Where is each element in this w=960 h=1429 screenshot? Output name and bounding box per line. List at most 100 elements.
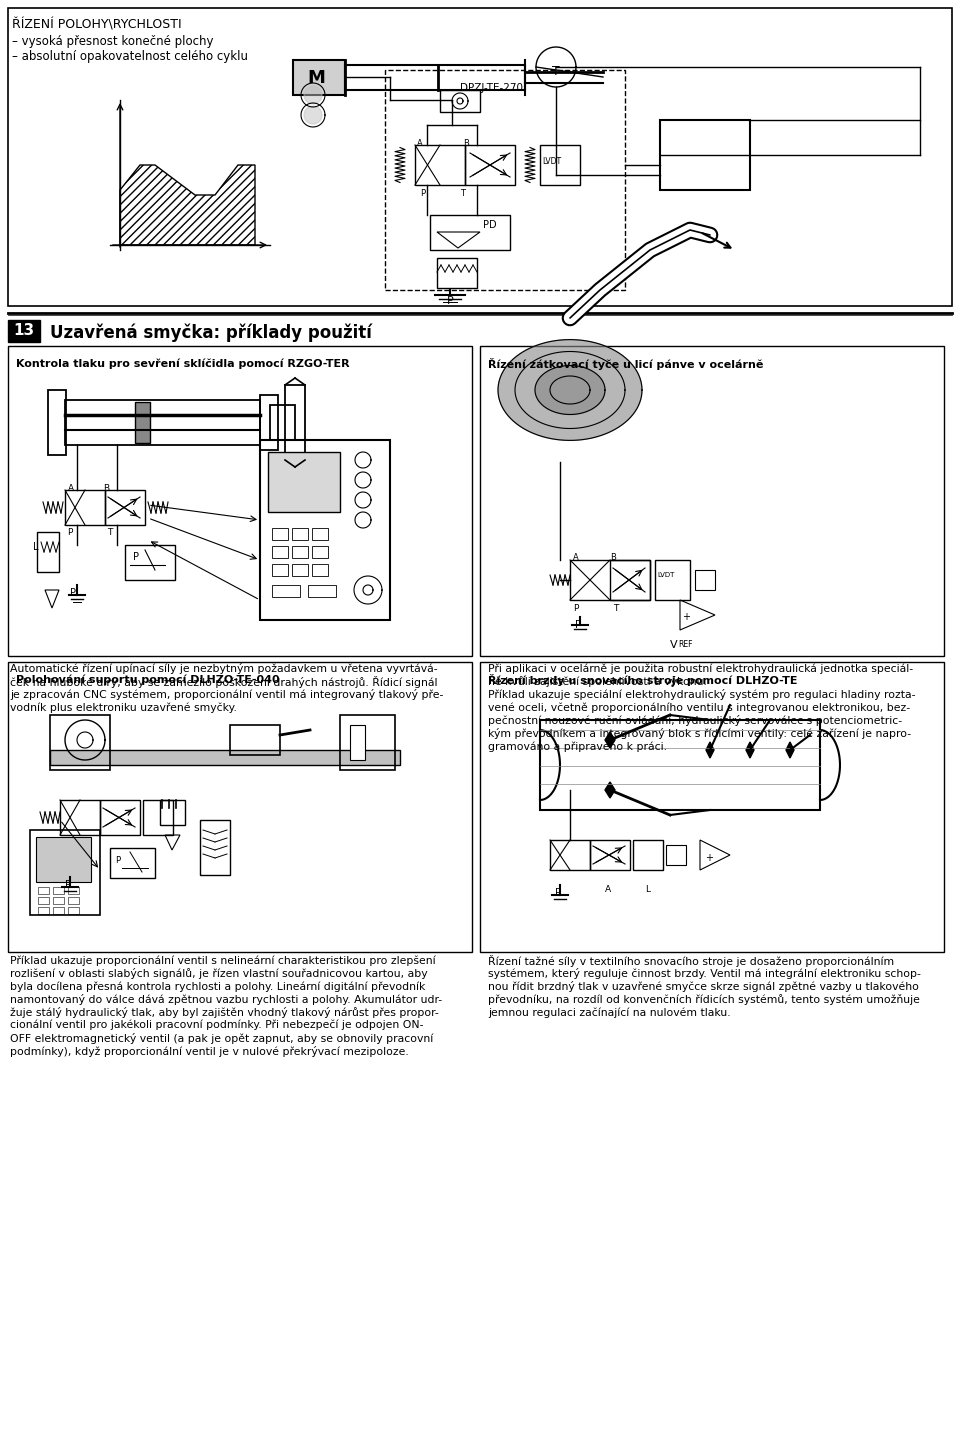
- Bar: [312, 527, 328, 540]
- Bar: [53, 887, 64, 895]
- Bar: [480, 346, 944, 656]
- Bar: [268, 452, 340, 512]
- Bar: [272, 584, 300, 597]
- Text: je zpracován CNC systémem, proporcionální ventil má integrovaný tlakový pře-: je zpracován CNC systémem, proporcionáln…: [10, 689, 444, 700]
- Text: DPZJ-TE-270: DPZJ-TE-270: [460, 83, 523, 93]
- Bar: [270, 404, 295, 440]
- Text: P: P: [420, 189, 425, 199]
- Text: rozlišení v oblasti slabých signálů, je řízen vlastní souřadnicovou kartou, aby: rozlišení v oblasti slabých signálů, je …: [10, 967, 427, 979]
- Bar: [8, 662, 472, 952]
- Text: P: P: [555, 887, 561, 897]
- Text: L: L: [33, 542, 38, 552]
- Text: vené oceli, včetně proporcionálního ventilu s integrovanou elektronikou, bez-: vené oceli, včetně proporcionálního vent…: [488, 702, 910, 713]
- Text: P: P: [133, 552, 139, 562]
- Text: B: B: [610, 553, 616, 562]
- Polygon shape: [535, 366, 605, 414]
- Text: LVDT: LVDT: [657, 572, 674, 577]
- Text: – absolutní opakovatelnost celého cyklu: – absolutní opakovatelnost celého cyklu: [12, 50, 248, 63]
- Bar: [100, 800, 140, 835]
- Text: nou řídit brzdný tlak v uzavřené smyčce skrze signál zpětné vazby u tlakového: nou řídit brzdný tlak v uzavřené smyčce …: [488, 980, 919, 992]
- Bar: [260, 440, 390, 620]
- Text: gramováno a připraveno k práci.: gramováno a připraveno k práci.: [488, 742, 667, 752]
- Bar: [68, 907, 79, 915]
- Bar: [50, 714, 110, 770]
- Text: cionální ventil pro jakékoli pracovní podmínky. Při nebezpečí je odpojen ON-: cionální ventil pro jakékoli pracovní po…: [10, 1020, 423, 1030]
- Text: +: +: [705, 853, 713, 863]
- Text: Příklad ukazuje proporcionální ventil s nelineární charakteristikou pro zlepšení: Příklad ukazuje proporcionální ventil s …: [10, 955, 436, 966]
- Bar: [65, 400, 260, 444]
- Text: – vysoká přesnost konečné plochy: – vysoká přesnost konečné plochy: [12, 34, 213, 49]
- Text: 13: 13: [13, 323, 35, 339]
- Text: Kontrola tlaku pro sevření sklíčidla pomocí RZGO-TER: Kontrola tlaku pro sevření sklíčidla pom…: [16, 359, 349, 369]
- Text: T: T: [460, 189, 465, 199]
- Bar: [655, 560, 690, 600]
- Bar: [312, 546, 328, 557]
- Bar: [695, 570, 715, 590]
- Bar: [30, 830, 100, 915]
- Bar: [135, 402, 150, 443]
- Text: A: A: [417, 139, 422, 149]
- Bar: [160, 800, 185, 825]
- Bar: [550, 840, 590, 870]
- Polygon shape: [304, 86, 322, 104]
- Bar: [345, 64, 525, 90]
- Bar: [230, 725, 280, 755]
- Text: P: P: [575, 620, 581, 630]
- Bar: [200, 820, 230, 875]
- Text: T: T: [613, 604, 618, 613]
- Text: žuje stálý hydraulický tlak, aby byl zajištěn vhodný tlakový nárůst přes propor-: žuje stálý hydraulický tlak, aby byl zaj…: [10, 1007, 439, 1017]
- Bar: [110, 847, 155, 877]
- Bar: [65, 490, 105, 524]
- Polygon shape: [746, 742, 754, 757]
- Bar: [570, 560, 650, 600]
- Text: P: P: [446, 296, 453, 306]
- Text: A: A: [68, 484, 74, 493]
- Bar: [53, 907, 64, 915]
- Text: ŘÍZENÍ POLOHY\RYCHLOSTI: ŘÍZENÍ POLOHY\RYCHLOSTI: [12, 19, 181, 31]
- Text: namontovaný do válce dává zpětnou vazbu rychlosti a polohy. Akumulátor udr-: namontovaný do válce dává zpětnou vazbu …: [10, 995, 443, 1005]
- Bar: [60, 800, 100, 835]
- Bar: [430, 214, 510, 250]
- Text: Při aplikaci v ocelárně je použita robustní elektrohydraulická jednotka speciál-: Při aplikaci v ocelárně je použita robus…: [488, 663, 913, 673]
- Bar: [272, 527, 288, 540]
- Bar: [285, 384, 305, 460]
- Bar: [38, 897, 49, 905]
- Text: V: V: [670, 640, 678, 650]
- Bar: [272, 564, 288, 576]
- Bar: [125, 544, 175, 580]
- Bar: [38, 907, 49, 915]
- Text: REF: REF: [678, 640, 692, 649]
- Bar: [8, 320, 40, 342]
- Bar: [293, 60, 345, 94]
- Text: systémem, který reguluje činnost brzdy. Ventil má integrální elektroniku schop-: systémem, který reguluje činnost brzdy. …: [488, 967, 921, 979]
- Bar: [312, 564, 328, 576]
- Polygon shape: [706, 742, 714, 757]
- Polygon shape: [605, 732, 615, 747]
- Text: M: M: [307, 69, 324, 87]
- Text: Řízení tažné síly v textilního snovacího stroje je dosaženo proporcionálním: Řízení tažné síly v textilního snovacího…: [488, 955, 894, 967]
- Bar: [143, 800, 173, 835]
- Text: B: B: [103, 484, 109, 493]
- Bar: [50, 750, 400, 765]
- Text: převodníku, na rozdíl od konvenčních řídicích systémů, tento systém umožňuje: převodníku, na rozdíl od konvenčních říd…: [488, 995, 920, 1005]
- Text: LVDT: LVDT: [542, 157, 562, 166]
- Bar: [540, 720, 820, 810]
- Bar: [292, 527, 308, 540]
- Bar: [465, 144, 515, 184]
- Bar: [36, 837, 91, 882]
- Bar: [53, 897, 64, 905]
- Bar: [8, 9, 952, 306]
- Bar: [440, 90, 480, 111]
- Polygon shape: [786, 742, 794, 757]
- Bar: [292, 546, 308, 557]
- Text: pečnostní nouzové ruční ovládání, hydraulický servoválec s potenciometric-: pečnostní nouzové ruční ovládání, hydrau…: [488, 714, 902, 726]
- Bar: [105, 490, 145, 524]
- Text: P: P: [67, 527, 72, 537]
- Text: P: P: [70, 587, 76, 597]
- Text: Příklad ukazuje speciální elektrohydraulický systém pro regulaci hladiny rozta-: Příklad ukazuje speciální elektrohydraul…: [488, 689, 916, 700]
- Polygon shape: [304, 106, 322, 124]
- Polygon shape: [120, 164, 255, 244]
- Bar: [68, 887, 79, 895]
- Text: Automatické řízení upínací síly je nezbytným požadavkem u vřetena vyvrtává-: Automatické řízení upínací síly je nezby…: [10, 663, 438, 674]
- Bar: [660, 120, 750, 190]
